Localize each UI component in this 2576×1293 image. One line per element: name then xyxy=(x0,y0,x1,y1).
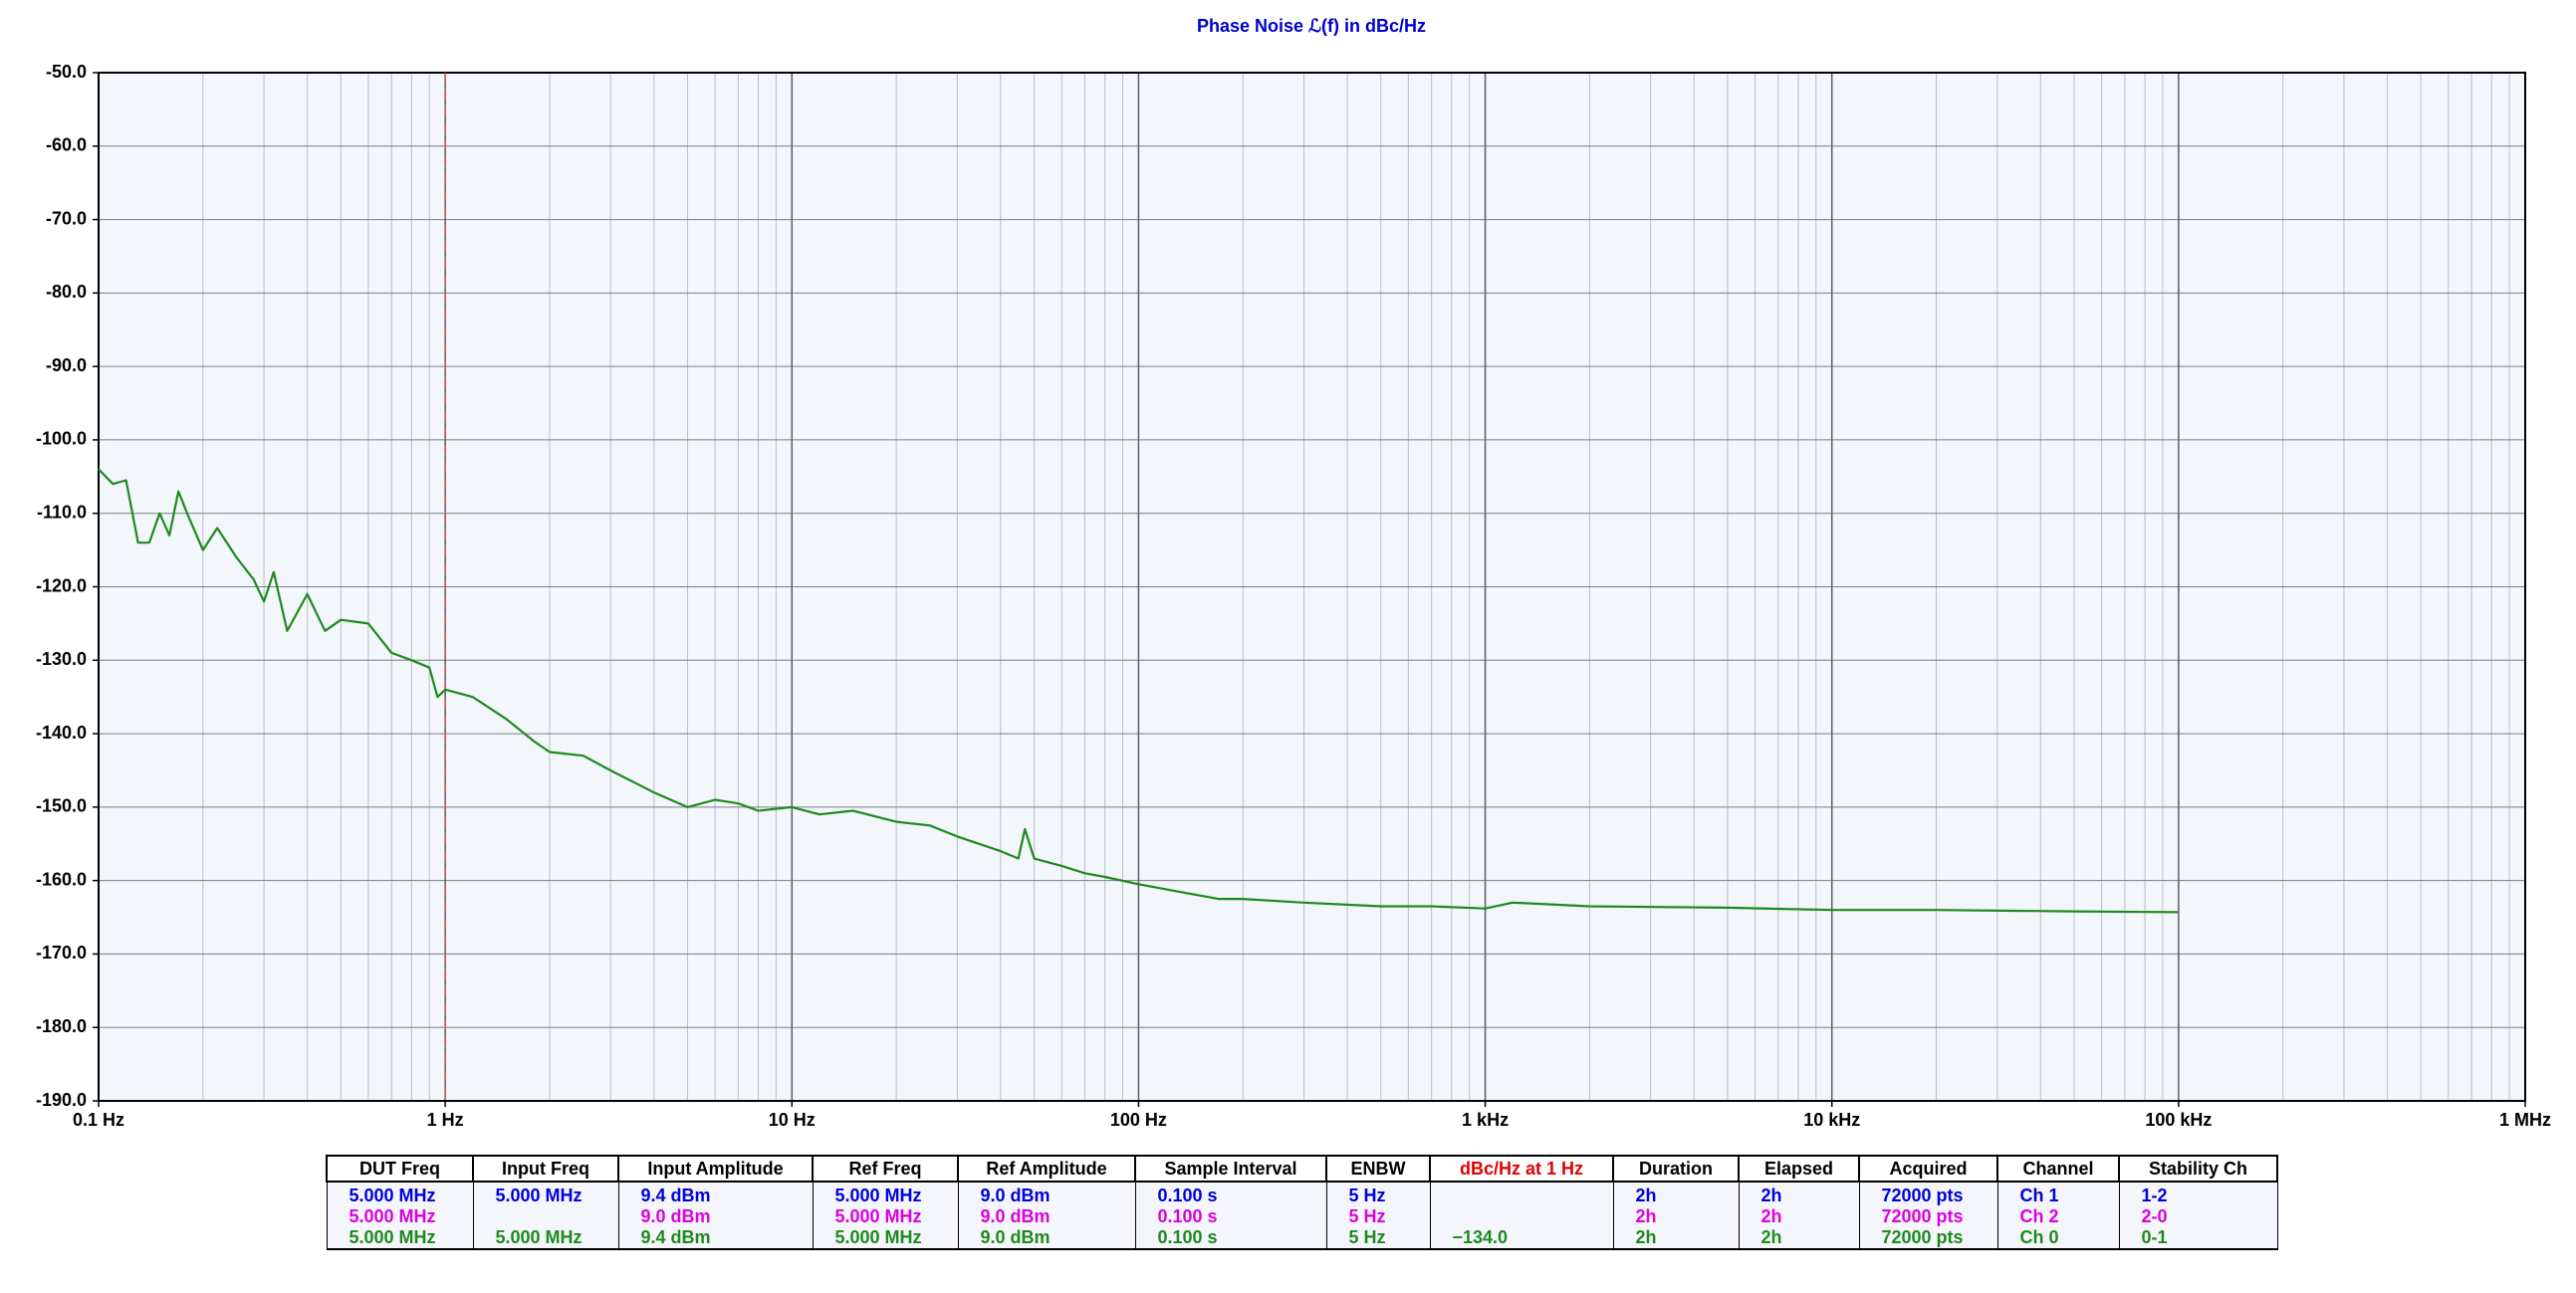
y-tick-label: -60.0 xyxy=(46,135,87,155)
y-tick-label: -90.0 xyxy=(46,355,87,375)
data-cell: −134.0 xyxy=(1429,1227,1614,1250)
data-cell: 5 Hz xyxy=(1325,1206,1431,1227)
info-table: DUT Freq Input Freq Input Amplitude Ref Fre… xyxy=(326,1155,2278,1250)
data-cell: 0.100 s xyxy=(1134,1206,1327,1227)
x-tick-label: 10 kHz xyxy=(1803,1110,1860,1130)
data-cell: 72000 pts xyxy=(1858,1182,1998,1206)
data-cell: 9.0 dBm xyxy=(957,1227,1136,1250)
data-cell: Ch 1 xyxy=(1996,1182,2120,1206)
data-cell: 2h xyxy=(1612,1227,1740,1250)
y-tick-label: -100.0 xyxy=(36,429,87,449)
y-tick-label: -80.0 xyxy=(46,282,87,302)
x-tick-label: 10 Hz xyxy=(769,1110,816,1130)
y-tick-label: -160.0 xyxy=(36,869,87,889)
header-cell: Sample Interval xyxy=(1134,1155,1327,1183)
data-cell: 2-0 xyxy=(2118,1206,2278,1227)
data-cell: 5.000 MHz xyxy=(326,1182,474,1206)
series-line xyxy=(98,468,2179,914)
data-cell: 5.000 MHz xyxy=(812,1182,959,1206)
header-cell: Acquired xyxy=(1858,1155,1998,1183)
y-tick-label: -140.0 xyxy=(36,723,87,743)
data-cell: 0.100 s xyxy=(1134,1227,1327,1250)
x-tick-label: 1 kHz xyxy=(1462,1110,1509,1130)
data-cell: 5.000 MHz xyxy=(812,1227,959,1250)
header-cell: Channel xyxy=(1996,1155,2120,1183)
header-cell: Input Amplitude xyxy=(617,1155,814,1183)
data-cell: 72000 pts xyxy=(1858,1227,1998,1250)
y-tick-label: -50.0 xyxy=(46,62,87,82)
header-cell: Duration xyxy=(1612,1155,1740,1183)
data-cell: Ch 0 xyxy=(1996,1227,2120,1250)
y-tick-label: -110.0 xyxy=(37,502,87,522)
x-tick-label: 1 Hz xyxy=(427,1110,464,1130)
header-cell: Elapsed xyxy=(1738,1155,1860,1183)
data-cell: 72000 pts xyxy=(1858,1206,1998,1227)
y-tick-label: -70.0 xyxy=(46,208,87,228)
x-tick-label: 100 Hz xyxy=(1110,1110,1167,1130)
y-tick-label: -180.0 xyxy=(36,1016,87,1036)
header-cell: Ref Amplitude xyxy=(957,1155,1136,1183)
chart: Phase Noise ℒ(f) in dBc/Hz -50.0 -60.0 -70… xyxy=(36,16,2551,1130)
data-cell: 5.000 MHz xyxy=(326,1227,474,1250)
data-cell: 2h xyxy=(1738,1182,1860,1206)
data-cell xyxy=(1429,1182,1614,1206)
data-cell: 2h xyxy=(1612,1182,1740,1206)
y-tick-label: -150.0 xyxy=(36,796,87,816)
data-cell: 5.000 MHz xyxy=(812,1206,959,1227)
header-cell: ENBW xyxy=(1325,1155,1431,1183)
y-tick-label: -190.0 xyxy=(36,1090,87,1110)
data-row: 5.000 MHz 5.000 MHz 9.4 dBm 5.000 MHz 9.0 dB… xyxy=(326,1227,2278,1250)
data-cell: 5 Hz xyxy=(1325,1182,1431,1206)
header-row: DUT Freq Input Freq Input Amplitude Ref Fre… xyxy=(326,1155,2278,1183)
data-cell: 0.100 s xyxy=(1134,1182,1327,1206)
data-cell: 9.0 dBm xyxy=(957,1206,1136,1227)
header-cell: Ref Freq xyxy=(812,1155,959,1183)
data-cell: 5.000 MHz xyxy=(472,1227,619,1250)
data-cell: 9.0 dBm xyxy=(617,1206,814,1227)
x-tick-label: 1 MHz xyxy=(2499,1110,2551,1130)
data-cell: 5 Hz xyxy=(1325,1227,1431,1250)
data-cell: 9.4 dBm xyxy=(617,1227,814,1250)
y-tick-label: -130.0 xyxy=(36,649,87,669)
header-cell: dBc/Hz at 1 Hz xyxy=(1429,1155,1614,1183)
plot-frame xyxy=(98,72,2526,1102)
x-tick-label: 100 kHz xyxy=(2145,1110,2212,1130)
data-cell: 5.000 MHz xyxy=(326,1206,474,1227)
y-tick-label: -170.0 xyxy=(36,943,87,963)
data-cell: 9.4 dBm xyxy=(617,1182,814,1206)
header-cell: DUT Freq xyxy=(326,1155,474,1183)
data-row: 5.000 MHz 5.000 MHz 9.4 dBm 5.000 MHz 9.0 dB… xyxy=(326,1182,2278,1206)
header-cell: Stability Ch xyxy=(2118,1155,2278,1183)
x-tick-label: 0.1 Hz xyxy=(73,1110,124,1130)
data-cell: 1-2 xyxy=(2118,1182,2278,1206)
data-cell: 2h xyxy=(1738,1227,1860,1250)
data-cell xyxy=(472,1206,619,1227)
chart-title: Phase Noise ℒ(f) in dBc/Hz xyxy=(1197,16,1426,36)
data-cell: Ch 2 xyxy=(1996,1206,2120,1227)
data-cell: 2h xyxy=(1612,1206,1740,1227)
header-cell: Input Freq xyxy=(472,1155,619,1183)
y-tick-label: -120.0 xyxy=(36,575,87,595)
data-cell: 2h xyxy=(1738,1206,1860,1227)
data-cell: 5.000 MHz xyxy=(472,1182,619,1206)
data-cell xyxy=(1429,1206,1614,1227)
data-cell: 0-1 xyxy=(2118,1227,2278,1250)
data-cell: 9.0 dBm xyxy=(957,1182,1136,1206)
